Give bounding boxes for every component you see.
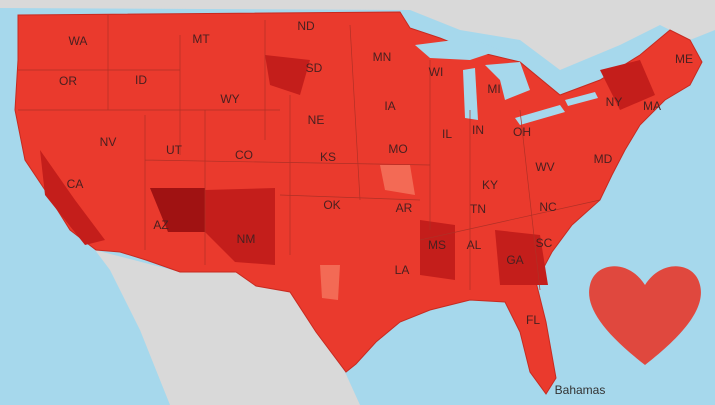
- great-lakes: [415, 38, 598, 125]
- state-label: WV: [535, 160, 554, 174]
- state-label: NV: [100, 135, 117, 149]
- state-label: OK: [323, 198, 340, 212]
- place-label: Bahamas: [555, 383, 606, 397]
- region: [320, 265, 340, 300]
- region: [380, 165, 415, 195]
- state-label: NE: [308, 113, 325, 127]
- state-label: MA: [643, 99, 661, 113]
- state-label: GA: [506, 253, 523, 267]
- state-label: CO: [235, 148, 253, 162]
- state-label: SC: [536, 236, 553, 250]
- lake: [415, 38, 500, 60]
- state-label: OR: [59, 74, 77, 88]
- state-label: MO: [388, 142, 407, 156]
- state-label: CA: [67, 177, 84, 191]
- state-label: OH: [513, 125, 531, 139]
- state-label: FL: [526, 313, 540, 327]
- state-label: IA: [384, 99, 395, 113]
- state-label: AL: [467, 238, 482, 252]
- region: [40, 150, 105, 245]
- region: [265, 55, 310, 95]
- state-label: KS: [320, 150, 336, 164]
- state-label: WA: [69, 34, 88, 48]
- state-label: ND: [297, 19, 315, 33]
- state-label: WY: [220, 92, 239, 106]
- heart-icon[interactable]: [589, 266, 701, 365]
- region: [205, 188, 275, 265]
- state-label: MI: [487, 82, 500, 96]
- state-label: MD: [594, 152, 613, 166]
- state-label: SD: [306, 61, 323, 75]
- state-label: MN: [373, 50, 392, 64]
- lake: [515, 105, 565, 125]
- state-label: MS: [428, 238, 446, 252]
- state-label: AR: [396, 201, 413, 215]
- region: [420, 220, 455, 280]
- state-label: LA: [395, 263, 410, 277]
- state-label: IL: [442, 127, 452, 141]
- lake: [485, 62, 530, 100]
- darker-regions: [40, 55, 655, 285]
- lake: [463, 68, 478, 120]
- state-label: KY: [482, 178, 498, 192]
- lighter-regions: [320, 165, 415, 300]
- mexico: [95, 250, 360, 405]
- state-label: WI: [429, 65, 444, 79]
- state-label: NC: [539, 200, 557, 214]
- state-label: ME: [675, 52, 693, 66]
- state-label: AZ: [153, 218, 168, 232]
- canada: [0, 0, 715, 70]
- state-labels: WA MT ND MN WI ME OR ID SD MI WY NY MA IA NE IL IN OH NV UT…: [59, 19, 693, 327]
- state-label: ID: [135, 73, 147, 87]
- lake: [565, 92, 598, 106]
- state-borders: [18, 15, 601, 291]
- state-label: TN: [470, 202, 486, 216]
- state-label: NY: [606, 95, 623, 109]
- state-label: UT: [166, 143, 183, 157]
- state-label: MT: [192, 32, 210, 46]
- state-label: NM: [237, 232, 256, 246]
- region: [150, 188, 205, 232]
- state-label: IN: [472, 123, 484, 137]
- border: [18, 15, 601, 291]
- region: [600, 60, 655, 110]
